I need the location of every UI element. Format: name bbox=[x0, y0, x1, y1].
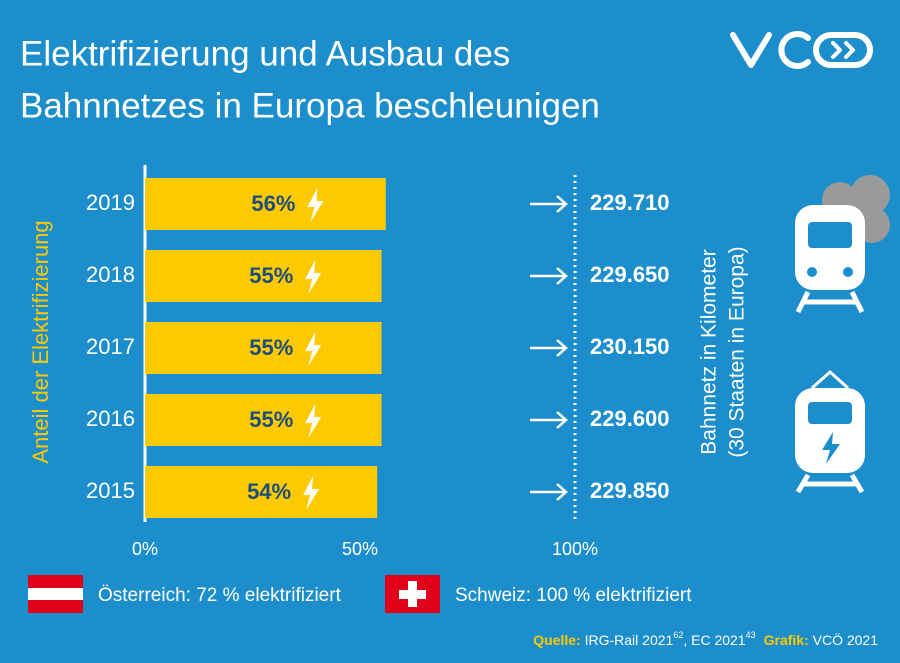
source-sup: 62 bbox=[673, 630, 683, 640]
x-tick-label: 100% bbox=[552, 539, 598, 559]
right-axis-label: Bahnnetz in Kilometer bbox=[698, 249, 721, 454]
credit-label: Grafik: bbox=[764, 632, 809, 648]
chart-title: Elektrifizierung und Ausbau des bbox=[20, 34, 510, 73]
y-tick-label: 2019 bbox=[86, 190, 135, 215]
value-label: 56% bbox=[251, 191, 295, 216]
diesel-train-icon bbox=[795, 175, 890, 314]
y-axis-label: Anteil der Elektrifizierung bbox=[28, 220, 53, 463]
source-text: , EC 2021 bbox=[683, 632, 745, 648]
value-label: 54% bbox=[247, 479, 291, 504]
source: Quelle: IRG-Rail 202162, EC 202143 Grafik… bbox=[533, 630, 878, 647]
lightning-icon bbox=[303, 476, 320, 510]
swiss-flag bbox=[385, 575, 440, 613]
y-tick-label: 2017 bbox=[86, 334, 135, 359]
lightning-icon bbox=[307, 188, 324, 222]
note: Schweiz: 100 % elektrifiziert bbox=[455, 585, 692, 606]
lightning-icon bbox=[305, 404, 322, 438]
network-km-label: 230.150 bbox=[590, 334, 670, 359]
arrow bbox=[530, 195, 568, 213]
credit: VCÖ 2021 bbox=[813, 631, 879, 648]
bar bbox=[145, 466, 378, 518]
note: Österreich: 72 % elektrifiziert bbox=[98, 585, 342, 606]
austria-flag bbox=[28, 575, 83, 613]
arrow bbox=[530, 483, 568, 501]
bar bbox=[145, 178, 386, 230]
bar bbox=[145, 322, 382, 374]
logo bbox=[730, 31, 873, 69]
lightning-icon bbox=[305, 332, 322, 366]
arrow bbox=[530, 267, 568, 285]
x-tick-label: 0% bbox=[132, 539, 158, 559]
lightning-icon bbox=[305, 260, 322, 294]
network-km-label: 229.710 bbox=[590, 190, 670, 215]
bar bbox=[145, 250, 382, 302]
arrow bbox=[530, 339, 568, 357]
bar bbox=[145, 394, 382, 446]
arrow bbox=[530, 411, 568, 429]
value-label: 55% bbox=[249, 263, 293, 288]
right-axis-label: (30 Staaten in Europa) bbox=[726, 246, 749, 457]
y-tick-label: 2018 bbox=[86, 262, 135, 287]
source-text: IRG-Rail 2021 bbox=[585, 632, 674, 648]
network-km-label: 229.850 bbox=[590, 478, 670, 503]
x-tick-label: 50% bbox=[342, 539, 378, 559]
source-label: Quelle: bbox=[533, 632, 580, 648]
value-label: 55% bbox=[249, 335, 293, 360]
electric-train-icon bbox=[795, 369, 865, 494]
source-sup: 43 bbox=[746, 630, 756, 640]
network-km-label: 229.650 bbox=[590, 262, 670, 287]
y-tick-label: 2015 bbox=[86, 478, 135, 503]
chart-title: Bahnnetzes in Europa beschleunigen bbox=[20, 86, 600, 125]
value-label: 55% bbox=[249, 407, 293, 432]
y-tick-label: 2016 bbox=[86, 406, 135, 431]
network-km-label: 229.600 bbox=[590, 406, 670, 431]
